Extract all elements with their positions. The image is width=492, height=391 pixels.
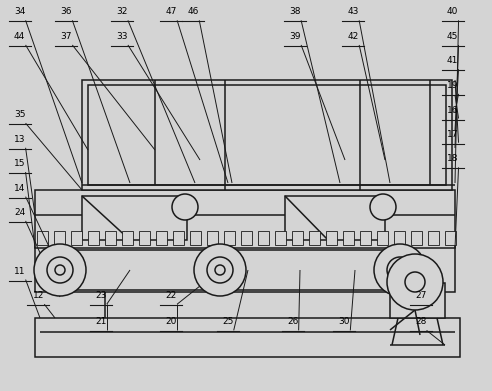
Text: 39: 39	[289, 32, 301, 41]
Text: 35: 35	[14, 110, 26, 119]
Text: 47: 47	[165, 7, 177, 16]
Circle shape	[194, 244, 246, 296]
Text: 17: 17	[447, 130, 459, 139]
Bar	[156, 231, 167, 245]
Bar	[35, 318, 460, 357]
Bar	[82, 80, 452, 190]
Text: 33: 33	[116, 32, 128, 41]
Bar	[343, 231, 354, 245]
Text: 44: 44	[14, 32, 25, 41]
Text: 13: 13	[14, 135, 26, 144]
Bar	[190, 231, 201, 245]
Text: 28: 28	[415, 317, 427, 326]
Text: 34: 34	[14, 7, 26, 16]
Bar	[285, 196, 385, 240]
Bar	[35, 247, 455, 292]
Bar	[411, 231, 422, 245]
Text: 26: 26	[287, 317, 299, 326]
Text: 18: 18	[447, 154, 459, 163]
Circle shape	[47, 257, 73, 283]
Bar	[139, 231, 150, 245]
Bar	[88, 85, 446, 185]
Bar	[173, 231, 184, 245]
Bar	[394, 231, 405, 245]
Text: 14: 14	[14, 184, 26, 193]
Bar	[309, 231, 320, 245]
Circle shape	[172, 194, 198, 220]
Text: 36: 36	[61, 7, 72, 16]
Circle shape	[374, 244, 426, 296]
Circle shape	[387, 257, 413, 283]
Text: 27: 27	[415, 291, 427, 300]
Text: 41: 41	[447, 56, 459, 65]
Text: 19: 19	[447, 81, 459, 90]
Circle shape	[55, 265, 65, 275]
Circle shape	[370, 194, 396, 220]
Bar	[224, 231, 235, 245]
Text: 24: 24	[14, 208, 25, 217]
Text: 38: 38	[289, 7, 301, 16]
Text: 40: 40	[447, 7, 459, 16]
Text: 25: 25	[222, 317, 234, 326]
Bar	[377, 231, 388, 245]
Bar	[258, 231, 269, 245]
Text: 23: 23	[95, 291, 107, 300]
Bar	[275, 231, 286, 245]
Bar	[428, 231, 439, 245]
Text: 16: 16	[447, 106, 459, 115]
Text: 15: 15	[14, 159, 26, 168]
Bar	[122, 231, 133, 245]
Text: 43: 43	[347, 7, 359, 16]
Bar	[326, 231, 337, 245]
Bar	[241, 231, 252, 245]
Text: 45: 45	[447, 32, 459, 41]
Bar	[292, 231, 303, 245]
Circle shape	[215, 265, 225, 275]
Bar	[207, 231, 218, 245]
Text: 32: 32	[116, 7, 128, 16]
Bar	[54, 231, 65, 245]
Text: 11: 11	[14, 267, 26, 276]
Bar	[88, 231, 99, 245]
Text: 12: 12	[32, 291, 44, 300]
Text: 46: 46	[187, 7, 199, 16]
Bar	[35, 190, 455, 248]
Bar	[105, 231, 116, 245]
Circle shape	[405, 272, 425, 292]
Circle shape	[387, 254, 443, 310]
Text: 20: 20	[165, 317, 177, 326]
Text: 21: 21	[95, 317, 107, 326]
Text: 22: 22	[166, 291, 177, 300]
Bar	[360, 231, 371, 245]
Text: 42: 42	[348, 32, 359, 41]
Bar	[71, 231, 82, 245]
Bar	[445, 231, 456, 245]
Bar	[390, 283, 445, 318]
Circle shape	[34, 244, 86, 296]
Circle shape	[395, 265, 405, 275]
Text: 30: 30	[338, 317, 350, 326]
Bar	[82, 196, 187, 240]
Text: 37: 37	[61, 32, 72, 41]
Circle shape	[207, 257, 233, 283]
Bar	[37, 231, 48, 245]
